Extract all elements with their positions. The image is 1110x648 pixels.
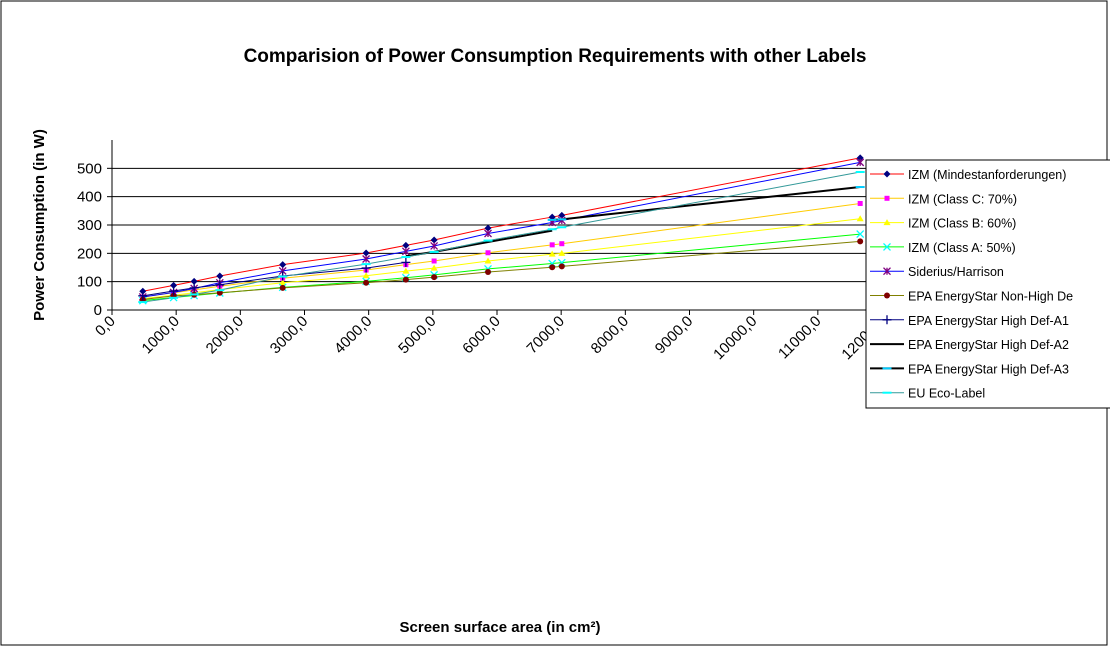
series-line — [142, 233, 861, 302]
marker — [430, 242, 439, 250]
marker — [431, 258, 437, 264]
y-tick-label: 400 — [77, 189, 102, 206]
marker — [401, 247, 410, 256]
legend-label: EPA EnergyStar High Def-A2 — [908, 338, 1069, 352]
y-tick-label: 300 — [77, 217, 102, 234]
legend-label: EPA EnergyStar High Def-A1 — [908, 314, 1069, 328]
marker — [549, 264, 556, 271]
marker — [279, 284, 286, 291]
marker — [883, 242, 891, 251]
legend-label: Siderius/Harrison — [908, 265, 1004, 279]
marker — [139, 287, 147, 295]
marker — [402, 241, 410, 249]
y-tick-label: 100 — [77, 274, 102, 291]
y-axis-title: Power Consumption (in W) — [31, 129, 48, 321]
marker — [362, 272, 370, 279]
marker — [189, 283, 199, 293]
legend-label: IZM (Class A: 50%) — [908, 241, 1016, 255]
legend-label: EPA EnergyStar High Def-A3 — [908, 362, 1069, 376]
marker — [216, 272, 224, 280]
marker — [558, 211, 566, 219]
legend-label: IZM (Class C: 70%) — [908, 192, 1017, 206]
marker — [279, 261, 287, 269]
marker — [485, 269, 492, 276]
marker — [216, 289, 223, 296]
marker — [362, 255, 371, 263]
marker — [882, 315, 892, 325]
marker — [558, 263, 565, 270]
legend-label: EPA EnergyStar Non-High De — [908, 290, 1073, 304]
y-tick-label: 200 — [77, 245, 102, 262]
marker — [430, 264, 438, 271]
marker — [484, 229, 492, 238]
legend-box — [865, 159, 1110, 409]
marker — [856, 215, 864, 222]
marker — [883, 170, 891, 178]
legend-label: IZM (Mindestanforderungen) — [908, 168, 1066, 182]
chart-title: Comparision of Power Consumption Require… — [244, 46, 867, 67]
marker — [857, 200, 863, 206]
x-axis-title: Screen surface area (in cm²) — [400, 619, 601, 636]
marker — [884, 292, 890, 299]
marker — [402, 276, 409, 283]
marker — [431, 274, 438, 281]
marker — [549, 242, 555, 248]
marker — [279, 279, 287, 286]
marker — [883, 219, 891, 226]
marker — [215, 280, 225, 290]
marker — [169, 286, 179, 296]
y-tick-label: 0 — [94, 302, 102, 319]
marker — [559, 241, 565, 247]
marker — [138, 291, 148, 301]
marker — [362, 249, 370, 257]
series-line — [142, 161, 861, 298]
marker — [485, 250, 491, 256]
marker — [402, 267, 410, 274]
marker — [884, 195, 890, 201]
marker — [363, 279, 370, 286]
marker — [548, 250, 556, 257]
marker — [430, 236, 438, 244]
marker — [190, 277, 198, 285]
legend: IZM (Mindestanforderungen) IZM (Class C: … — [865, 159, 1110, 409]
legend-label: IZM (Class B: 60%) — [908, 217, 1016, 231]
legend-label: EU Eco-Label — [908, 387, 985, 401]
y-tick-label: 500 — [77, 160, 102, 177]
marker — [856, 154, 864, 162]
marker — [558, 249, 566, 256]
marker — [484, 257, 492, 264]
marker — [401, 257, 411, 267]
marker — [857, 238, 864, 245]
marker — [170, 281, 178, 289]
marker — [883, 267, 891, 276]
marker — [856, 158, 865, 167]
marker — [484, 224, 492, 232]
marker — [856, 230, 865, 239]
